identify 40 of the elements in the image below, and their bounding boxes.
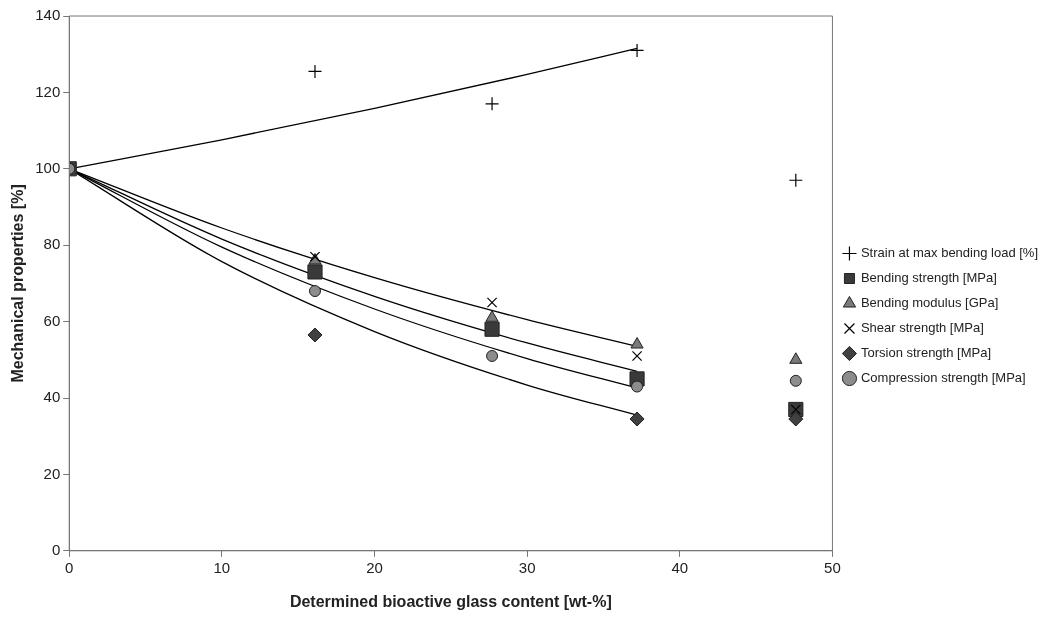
y-tick-label: 140 [35,6,61,24]
legend-label: Compression strength [MPa] [860,370,1026,386]
x-tick-label: 0 [65,558,74,576]
point [789,352,803,364]
point [788,173,803,188]
legend-label: Shear strength [MPa] [860,320,984,336]
point [307,64,323,79]
x-tick-label: 10 [213,558,231,576]
point [630,337,644,349]
y-tick-label: 0 [51,540,61,558]
y-axis-title: Mechanical properties [%] [9,184,27,383]
point [484,321,500,337]
point [308,285,321,298]
y-tick-label: 20 [43,464,61,482]
y-tick-label: 80 [43,235,61,253]
point [629,43,645,58]
x-tick-label: 50 [824,558,841,576]
point [485,310,499,322]
point [484,96,500,111]
y-tick-label: 100 [35,158,61,176]
point [486,297,498,308]
point [789,374,802,387]
x-tick-label: 30 [518,558,536,576]
point [788,411,804,427]
point [307,264,323,280]
x-tick-label: 20 [366,558,383,576]
legend-label: Torsion strength [MPa] [860,345,992,361]
legend-label: Strain at max bending load [%] [860,245,1039,261]
point [629,411,645,427]
x-tick-label: 40 [671,558,689,576]
y-tick-label: 60 [43,311,61,329]
point [631,350,643,362]
point [486,349,499,362]
legend-label: Bending modulus [GPa] [860,295,999,311]
y-tick-label: 40 [43,388,61,406]
legend-label: Bending strength [MPa] [860,270,997,286]
y-tick-label: 120 [35,82,61,100]
point [307,327,323,343]
point [631,380,644,393]
x-axis-title: Determined bioactive glass content [wt-%] [289,592,612,610]
